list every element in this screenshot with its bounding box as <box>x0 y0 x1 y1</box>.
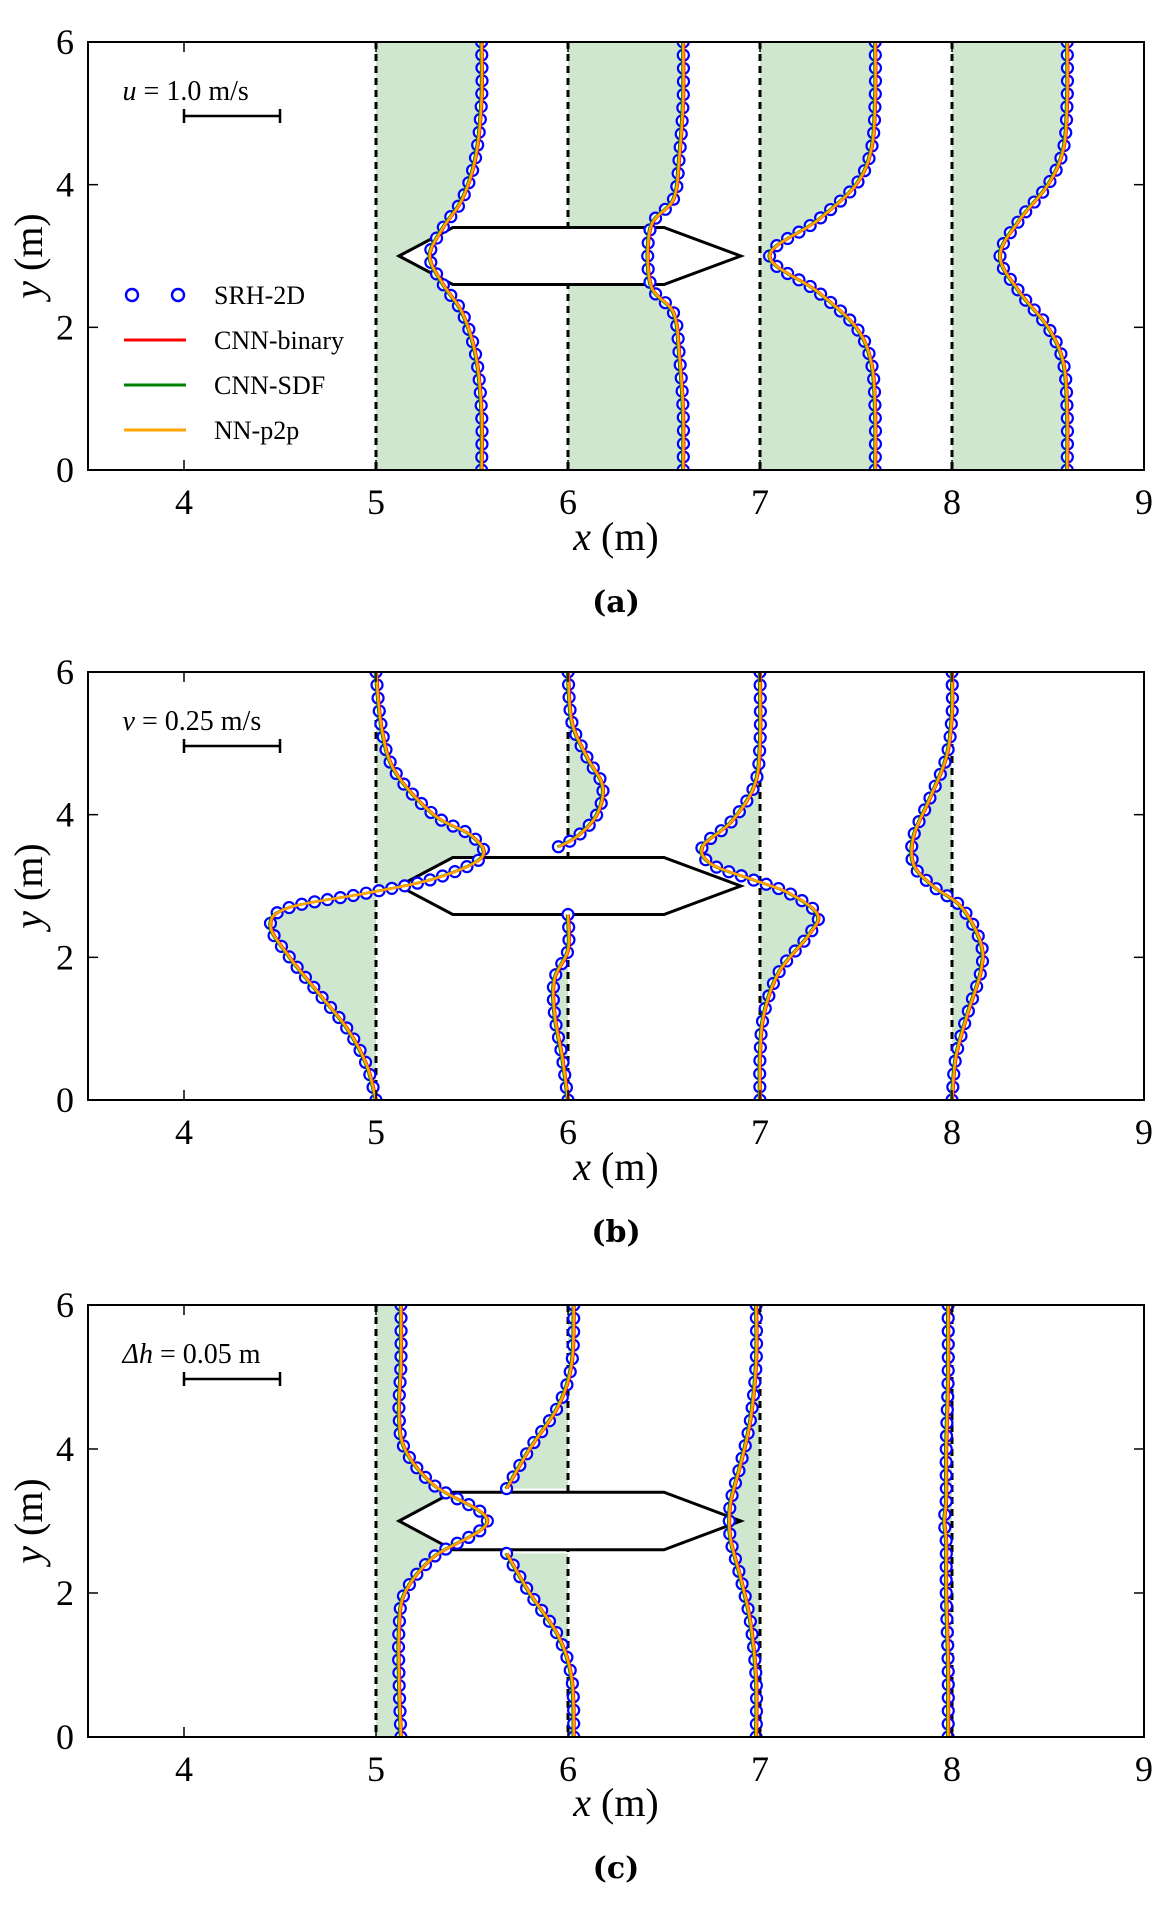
scale-bar-var: u <box>123 76 137 107</box>
x-tick-label: 6 <box>559 1112 577 1152</box>
x-tick-label: 7 <box>751 482 769 522</box>
plot-area <box>374 1305 955 1737</box>
y-tick-label: 6 <box>56 652 74 692</box>
scale-bar-var: v <box>123 706 136 737</box>
legend-marker-srh2d <box>170 287 186 303</box>
panel-label: (b) <box>591 1215 640 1250</box>
obstacle-shape <box>395 856 746 916</box>
y-tick-label: 6 <box>56 22 74 62</box>
legend-label: CNN-binary <box>214 326 344 355</box>
y-axis-label: y (m) <box>6 213 51 303</box>
scale-bar-text: = 0.25 m/s <box>135 706 261 737</box>
axes-frame <box>87 671 1145 1101</box>
x-tick-label: 7 <box>751 1112 769 1152</box>
y-tick-label: 0 <box>56 450 74 490</box>
y-tick-label: 2 <box>56 937 74 977</box>
nn-p2p-line <box>505 1305 576 1490</box>
y-tick-label: 4 <box>56 165 74 205</box>
panel-label: (c) <box>593 1851 640 1886</box>
profile-fill <box>506 1305 574 1489</box>
x-tick-label: 4 <box>175 482 193 522</box>
legend-label: CNN-SDF <box>214 371 325 400</box>
scale-bar-label: u = 1.0 m/s <box>123 76 249 107</box>
x-axis-var: x <box>572 1780 591 1825</box>
y-tick-label: 2 <box>56 307 74 347</box>
scale-bar-label: v = 0.25 m/s <box>123 706 262 737</box>
x-tick-label: 8 <box>943 1749 961 1789</box>
y-tick-label: 4 <box>56 795 74 835</box>
x-axis-label: x (m) <box>572 1780 659 1825</box>
legend-label: NN-p2p <box>214 416 299 445</box>
axes-frame <box>87 41 1145 471</box>
x-tick-label: 7 <box>751 1749 769 1789</box>
x-axis-unit: (m) <box>591 1780 659 1825</box>
x-tick-label: 4 <box>175 1749 193 1789</box>
x-tick-label: 6 <box>559 1749 577 1789</box>
x-tick-label: 8 <box>943 1112 961 1152</box>
x-tick-label: 8 <box>943 482 961 522</box>
nn-p2p-line <box>998 42 1069 470</box>
plot-area <box>263 672 990 1100</box>
x-axis-unit: (m) <box>591 1144 659 1189</box>
x-tick-label: 9 <box>1135 1749 1153 1789</box>
panel-label: (a) <box>592 585 640 620</box>
y-tick-label: 6 <box>56 1285 74 1325</box>
y-axis-var: y <box>6 281 51 303</box>
scale-bar-text: = 0.05 m <box>153 1339 261 1370</box>
scale-bar-text: = 1.0 m/s <box>137 76 249 107</box>
x-axis-var: x <box>572 514 591 559</box>
scale-bar-var: Δh <box>122 1339 153 1370</box>
legend-label: SRH-2D <box>214 281 305 310</box>
scale-bar-label: Δh = 0.05 m <box>122 1339 261 1370</box>
nn-p2p-line <box>551 914 571 1100</box>
nn-p2p-line <box>768 42 877 470</box>
y-axis-label: y (m) <box>6 843 51 933</box>
x-tick-label: 9 <box>1135 1112 1153 1152</box>
y-axis-var: y <box>6 911 51 933</box>
y-axis-label: y (m) <box>6 1478 51 1568</box>
nn-p2p-line <box>910 672 985 1100</box>
y-axis-unit: (m) <box>6 843 51 911</box>
axes-frame <box>87 1304 1145 1738</box>
x-axis-label: x (m) <box>572 514 659 559</box>
y-axis-unit: (m) <box>6 1478 51 1546</box>
plot-area <box>374 42 1075 470</box>
nn-p2p-line <box>646 42 685 470</box>
nn-p2p-line <box>269 672 486 1100</box>
nn-p2p-line <box>505 1552 576 1737</box>
x-axis-unit: (m) <box>591 514 659 559</box>
nn-p2p-line <box>397 1305 489 1737</box>
obstacle-shape <box>395 1490 746 1552</box>
nn-p2p-line <box>727 1305 758 1737</box>
y-axis-var: y <box>6 1546 51 1568</box>
x-tick-label: 6 <box>559 482 577 522</box>
y-axis-unit: (m) <box>6 213 51 281</box>
y-tick-label: 4 <box>56 1429 74 1469</box>
profile-fill <box>506 1553 574 1737</box>
nn-p2p-line <box>700 672 820 1100</box>
y-tick-label: 0 <box>56 1717 74 1757</box>
x-tick-label: 5 <box>367 482 385 522</box>
y-tick-label: 0 <box>56 1080 74 1120</box>
x-axis-var: x <box>572 1144 591 1189</box>
x-axis-label: x (m) <box>572 1144 659 1189</box>
nn-p2p-line <box>557 672 605 848</box>
legend-marker-srh2d <box>124 287 140 303</box>
nn-p2p-line <box>428 42 484 470</box>
x-tick-label: 5 <box>367 1112 385 1152</box>
x-tick-label: 5 <box>367 1749 385 1789</box>
x-tick-label: 4 <box>175 1112 193 1152</box>
obstacle-shape <box>395 226 746 286</box>
profile-fill <box>911 672 983 1100</box>
profile-fill <box>952 42 1068 470</box>
nn-p2p-line <box>943 1305 950 1737</box>
x-tick-label: 9 <box>1135 482 1153 522</box>
y-tick-label: 2 <box>56 1573 74 1613</box>
profile-fill <box>760 42 876 470</box>
